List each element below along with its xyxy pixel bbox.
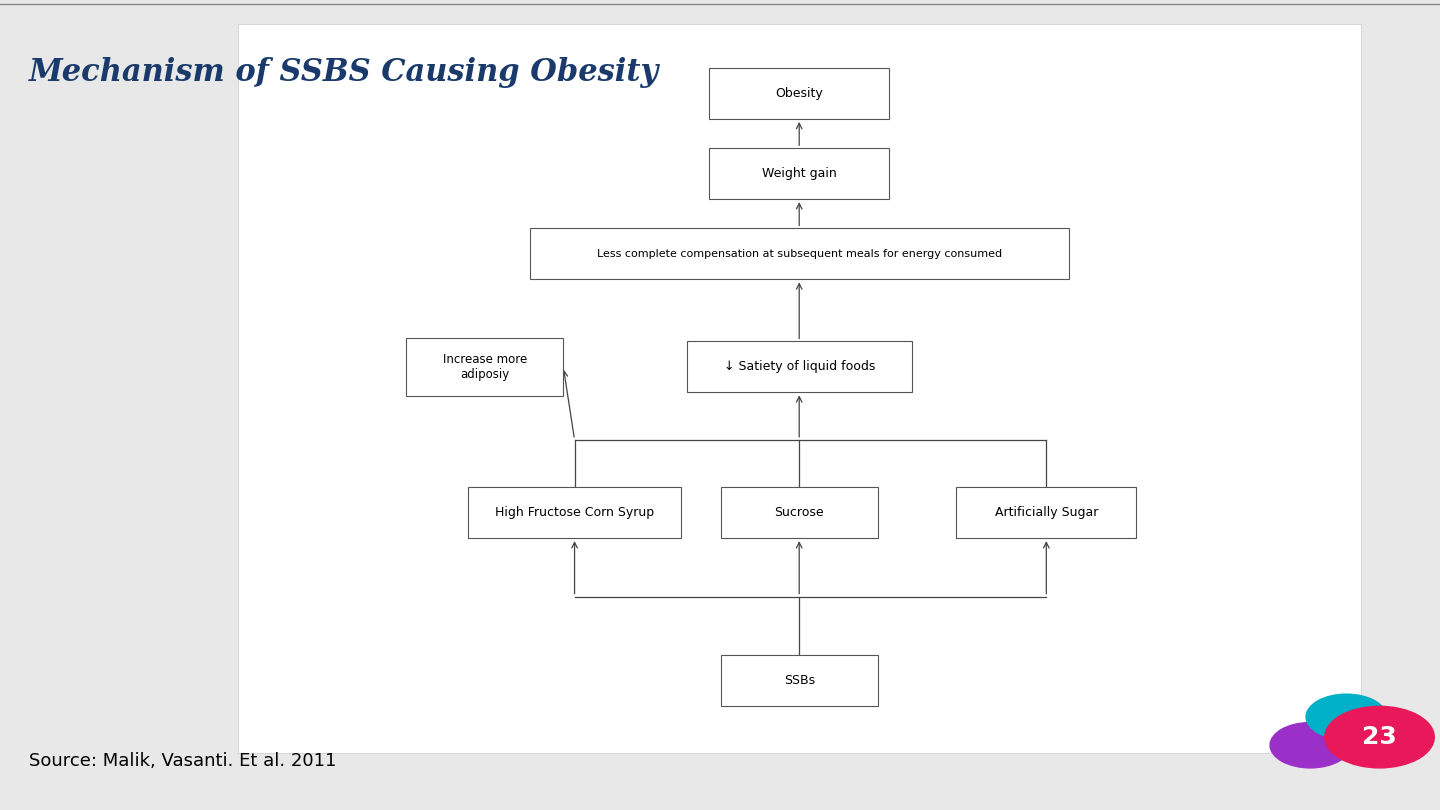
Text: Increase more
adiposiy: Increase more adiposiy bbox=[442, 353, 527, 381]
FancyBboxPatch shape bbox=[720, 654, 878, 706]
FancyBboxPatch shape bbox=[710, 148, 888, 199]
Text: 23: 23 bbox=[1362, 725, 1397, 749]
Text: SSBs: SSBs bbox=[783, 674, 815, 687]
Text: Mechanism of SSBS Causing Obesity: Mechanism of SSBS Causing Obesity bbox=[29, 57, 660, 87]
Text: Sucrose: Sucrose bbox=[775, 506, 824, 519]
Text: Weight gain: Weight gain bbox=[762, 167, 837, 181]
FancyBboxPatch shape bbox=[720, 487, 878, 539]
Text: Obesity: Obesity bbox=[775, 87, 824, 100]
FancyBboxPatch shape bbox=[468, 487, 681, 539]
FancyBboxPatch shape bbox=[530, 228, 1068, 279]
FancyBboxPatch shape bbox=[687, 342, 912, 393]
FancyBboxPatch shape bbox=[956, 487, 1136, 539]
Text: Source: Malik, Vasanti. Et al. 2011: Source: Malik, Vasanti. Et al. 2011 bbox=[29, 752, 336, 770]
Text: High Fructose Corn Syrup: High Fructose Corn Syrup bbox=[495, 506, 654, 519]
Text: ↓ Satiety of liquid foods: ↓ Satiety of liquid foods bbox=[723, 360, 876, 373]
FancyBboxPatch shape bbox=[406, 338, 563, 396]
Text: Less complete compensation at subsequent meals for energy consumed: Less complete compensation at subsequent… bbox=[596, 249, 1002, 259]
Text: Artificially Sugar: Artificially Sugar bbox=[995, 506, 1097, 519]
FancyBboxPatch shape bbox=[710, 68, 888, 119]
